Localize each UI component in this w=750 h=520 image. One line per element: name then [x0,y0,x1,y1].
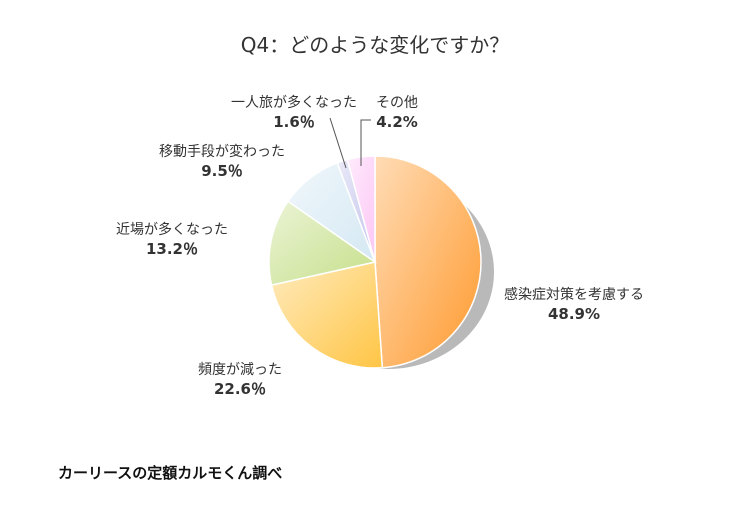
slice-value-6: 4.2% [376,113,418,131]
slice-value-1: 48.9% [548,305,600,323]
slice-labels: 感染症対策を考慮する 48.9% 頻度が減った 22.6％ 近場が多くなった 13.2％ 移… [116,94,644,398]
slice-3 [268,200,377,287]
chart-title: Q4：どのような変化ですか？ [241,33,509,57]
slice-1 [374,155,482,369]
slice-label-2: 頻度が減った [198,361,282,378]
slice-2 [270,261,384,369]
leader-line-2 [360,119,371,166]
slice-label-1: 感染症対策を考慮する [504,286,644,303]
slice-label-6: その他 [376,95,418,111]
slice-value-3: 13.2％ [146,240,198,258]
slice-value-5: 1.6％ [273,113,315,131]
slice-value-4: 9.5％ [201,162,243,180]
slice-label-3: 近場が多くなった [116,221,228,238]
slice-label-5: 一人旅が多くなった [231,94,357,111]
slice-value-2: 22.6％ [214,380,266,398]
slice-label-4: 移動手段が変わった [159,143,285,160]
pie-slices [268,155,482,369]
leader-lines [329,117,371,169]
source-note: カーリースの定額カルモくん調べ [58,464,282,482]
leader-line-1 [329,117,347,169]
